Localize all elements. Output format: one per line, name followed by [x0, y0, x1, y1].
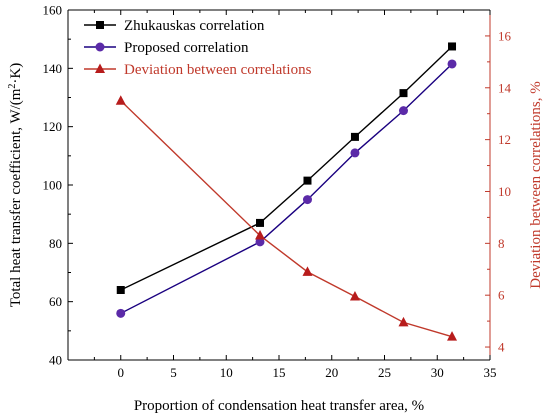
data-point-circle [447, 59, 457, 69]
y-right-tick-label: 10 [498, 184, 511, 199]
data-point-square [303, 176, 312, 185]
x-tick-label: 0 [118, 365, 125, 380]
x-tick-label: 5 [170, 365, 177, 380]
y-left-tick-label: 40 [49, 353, 62, 368]
legend-label: Proposed correlation [124, 40, 249, 56]
data-point-square [448, 42, 457, 51]
y-axis-left-title-main: Total heat transfer coefficient, W/(m [8, 88, 24, 307]
series-1 [116, 42, 457, 294]
y-axis-left-title: Total heat transfer coefficient, W/(m2·K… [7, 63, 25, 308]
x-tick-label: 30 [431, 365, 444, 380]
y-right-tick-label: 14 [498, 80, 512, 95]
data-point-square [256, 218, 265, 227]
y-left-tick-label: 80 [49, 236, 62, 251]
data-point-triangle [302, 266, 313, 276]
y-left-tick-label: 140 [43, 61, 63, 76]
data-point-triangle [398, 316, 409, 327]
x-tick-label: 35 [484, 365, 497, 380]
x-tick-label: 20 [325, 365, 338, 380]
y-axis-left-title-tail: ·K) [8, 63, 24, 84]
legend-item: Proposed correlation [84, 40, 249, 56]
data-point-circle [398, 106, 408, 116]
data-point-square [96, 21, 104, 29]
legend-label: Deviation between correlations [124, 62, 312, 78]
y-left-tick-label: 100 [43, 178, 63, 193]
data-point-triangle [447, 331, 458, 341]
y-left-tick-label: 60 [49, 294, 62, 309]
data-point-circle [116, 308, 126, 318]
data-point-circle [255, 237, 265, 247]
y-left-tick-label: 160 [43, 3, 63, 18]
legend: Zhukauskas correlation Proposed correlati… [84, 18, 312, 78]
chart-axes: 0 5 10 15 20 25 30 35 40 60 80 100 120 140 160 4 6 8 10 12 1… [43, 3, 512, 381]
y-axis-right-title: Deviation between correlations, % [528, 81, 544, 288]
x-tick-label: 15 [273, 365, 286, 380]
series-2 [116, 59, 457, 318]
data-point-square [350, 132, 359, 141]
series-line [120, 100, 453, 338]
series-line [120, 63, 453, 314]
legend-label: Zhukauskas correlation [124, 18, 265, 34]
legend-item: Zhukauskas correlation [84, 18, 265, 34]
data-point-square [399, 89, 408, 98]
y-axis-left-title-sup: 2 [7, 84, 18, 89]
data-point-circle [302, 195, 312, 205]
data-point-triangle [115, 95, 126, 105]
series-layer [115, 42, 458, 341]
data-point-triangle [349, 290, 360, 301]
data-point-triangle [95, 63, 105, 73]
y-right-tick-label: 8 [498, 236, 505, 251]
y-right-tick-label: 16 [498, 28, 512, 43]
y-right-tick-label: 6 [498, 288, 505, 303]
series-line [120, 45, 453, 291]
x-tick-label: 25 [378, 365, 391, 380]
y-right-tick-label: 12 [498, 132, 511, 147]
data-point-triangle [255, 230, 266, 240]
data-point-square [116, 286, 125, 294]
legend-item: Deviation between correlations [84, 62, 312, 78]
series-3 [115, 95, 458, 341]
y-right-tick-label: 4 [498, 340, 505, 355]
x-axis-title: Proportion of condensation heat transfer… [134, 398, 424, 414]
data-point-circle [350, 148, 360, 158]
y-left-tick-label: 120 [43, 119, 63, 134]
x-tick-label: 10 [220, 365, 233, 380]
data-point-circle [95, 42, 105, 52]
